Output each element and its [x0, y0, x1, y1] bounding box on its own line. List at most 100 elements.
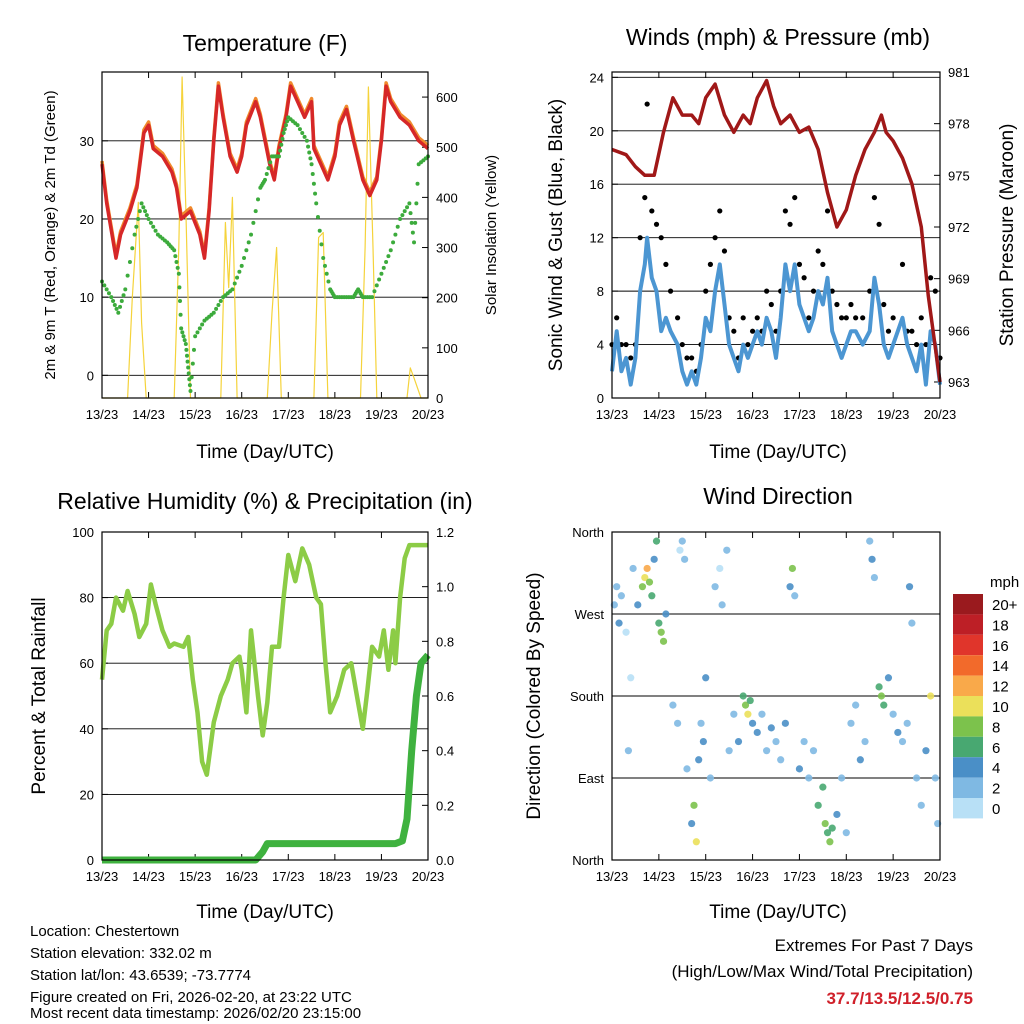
dewpoint-point — [280, 136, 285, 141]
x-tick-label: 18/23 — [319, 407, 352, 422]
dewpoint-point — [412, 240, 417, 245]
winds-ylabel-right: Station Pressure (Maroon) — [997, 124, 1018, 347]
dewpoint-point — [370, 295, 375, 300]
y-right-tick-label: 0.6 — [436, 689, 454, 704]
wind-direction-point — [927, 692, 935, 700]
gust-point — [684, 355, 690, 361]
x-tick-label: 18/23 — [830, 869, 863, 884]
wind-direction-ylabel: Direction (Colored By Speed) — [524, 572, 545, 819]
wind-direction-point — [828, 824, 836, 832]
gust-point — [909, 328, 915, 334]
dewpoint-point — [141, 205, 146, 210]
legend-label: 18 — [992, 617, 1009, 634]
dewpoint-point — [176, 271, 181, 276]
dewpoint-point — [263, 177, 267, 182]
dewpoint-point — [177, 285, 182, 290]
winds-plot-frame — [611, 71, 941, 399]
wind-direction-point — [655, 619, 663, 627]
wind-direction-point — [861, 737, 869, 746]
y-right-tick-label: 0.8 — [436, 634, 454, 649]
legend-label: 0 — [992, 801, 1000, 818]
dewpoint-point — [119, 299, 124, 304]
y-tick-label: 30 — [80, 134, 94, 149]
wind-direction-point — [870, 573, 879, 582]
wind-direction-point — [643, 564, 651, 573]
temperature-ylabel-right: Solar Insolation (Yellow) — [483, 155, 500, 315]
legend-swatch — [953, 634, 983, 656]
temperature-panel: Temperature (F) 13/23 14/23 15/23 16/23 17/2… — [42, 30, 500, 463]
wind-direction-point — [826, 838, 834, 846]
wind-direction-point — [741, 701, 750, 709]
dewpoint-point — [300, 130, 305, 135]
legend-swatch — [953, 655, 983, 676]
dewpoint-point — [400, 213, 405, 218]
dewpoint-point — [179, 326, 184, 331]
dewpoint-point — [384, 259, 389, 264]
dewpoint-point — [308, 156, 313, 161]
gust-point — [749, 328, 756, 334]
wind-direction-point — [786, 583, 794, 591]
winds-panel: Winds (mph) & Pressure (mb) 13/23 14/23 15… — [546, 24, 1018, 463]
wind-direction-point — [877, 692, 886, 700]
dewpoint-point — [137, 209, 142, 214]
dewpoint-point — [132, 232, 137, 237]
wind-direction-point — [767, 724, 775, 732]
x-tick-label: 14/23 — [132, 407, 165, 422]
gust-point — [667, 288, 674, 294]
y-tick-label: North — [572, 853, 604, 868]
dewpoint-point — [278, 148, 283, 153]
y-tick-label: 0 — [597, 391, 604, 406]
wind-direction-point — [678, 537, 686, 545]
y-right-tick-label: 963 — [948, 375, 970, 390]
dewpoint-point — [185, 359, 190, 364]
gust-point — [923, 341, 929, 348]
wind-direction-title: Wind Direction — [703, 483, 853, 509]
gust-point — [721, 248, 728, 254]
legend-label: 8 — [992, 719, 1000, 736]
dewpoint-point — [200, 322, 205, 327]
gust-point — [899, 261, 906, 267]
x-tick-label: 15/23 — [689, 869, 722, 884]
wind-direction-point — [917, 801, 925, 809]
legend-label: 10 — [992, 699, 1009, 716]
temperature-xlabel: Time (Day/UTC) — [196, 442, 334, 463]
dewpoint-point — [413, 220, 418, 225]
gust-point — [839, 315, 845, 321]
wind-direction-point — [922, 747, 930, 755]
x-tick-label: 13/23 — [596, 869, 629, 884]
wind-direction-point — [746, 696, 754, 705]
speed-color-legend: 20+ 18 16 14 12 10 8 6 4 2 0 — [953, 594, 1018, 819]
wind-direction-point — [905, 583, 914, 591]
temperature-title: Temperature (F) — [183, 30, 348, 56]
y-tick-label: 100 — [72, 525, 94, 540]
dewpoint-point — [232, 281, 237, 286]
humidity-plot-frame — [101, 531, 429, 861]
dewpoint-point — [251, 220, 256, 225]
station-info: Location: Chestertown Station elevation:… — [30, 923, 361, 1022]
wind-direction-point — [617, 592, 625, 600]
gust-point — [642, 194, 648, 201]
gust-point — [801, 275, 807, 281]
gust-point — [829, 288, 835, 294]
legend-swatch — [953, 777, 983, 798]
wind-direction-point — [699, 737, 707, 746]
winds-xlabel: Time (Day/UTC) — [709, 442, 847, 463]
wind-direction-point — [734, 737, 743, 746]
x-tick-label: 13/23 — [86, 407, 119, 422]
wind-direction-point — [629, 564, 637, 573]
x-tick-label: 15/23 — [179, 407, 212, 422]
wind-direction-point — [638, 583, 647, 591]
wind-direction-point — [814, 801, 822, 809]
wind-direction-point — [833, 810, 841, 819]
y-right-tick-label: 966 — [948, 323, 970, 338]
station-pressure-line — [611, 78, 942, 383]
dewpoint-point — [144, 213, 149, 218]
dewpoint-point — [211, 310, 216, 315]
gust-point — [658, 235, 664, 241]
dewpoint-point — [395, 224, 400, 229]
recent-data-text: Most recent data timestamp: 2026/02/20 2… — [30, 1005, 361, 1022]
dewpoint-point — [127, 259, 132, 264]
wind-direction-point — [634, 601, 642, 609]
y-right-tick-label: 600 — [436, 90, 458, 105]
